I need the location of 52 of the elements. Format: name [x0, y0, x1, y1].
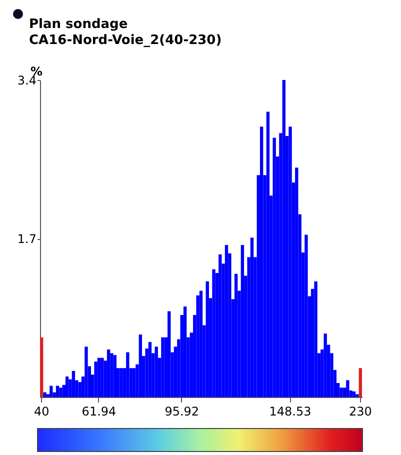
chart-subtitle: CA16-Nord-Voie_2(40-230) [29, 33, 222, 48]
bar [120, 368, 123, 397]
bar [106, 349, 110, 397]
bar [72, 370, 76, 397]
bar [154, 346, 158, 397]
x-tick-label: 95.92 [164, 404, 200, 418]
bar [206, 281, 209, 397]
x-tick-label: 148.53 [269, 404, 312, 418]
bar [43, 392, 46, 397]
bar [56, 386, 60, 397]
bar [66, 376, 69, 397]
x-tick-label: 230 [348, 404, 372, 418]
bar [272, 138, 276, 397]
bar [260, 126, 264, 397]
bar [282, 80, 286, 397]
bar [212, 269, 216, 397]
bar [148, 342, 152, 397]
bar [132, 368, 136, 397]
bar [84, 346, 88, 397]
bar [97, 358, 101, 397]
bar [266, 112, 270, 397]
bar [59, 388, 62, 397]
bar [113, 355, 117, 397]
bar [40, 337, 44, 397]
bar [352, 391, 356, 397]
bar [199, 290, 203, 397]
bar [218, 254, 222, 397]
bar [50, 386, 53, 397]
bar [240, 245, 244, 397]
bar [110, 353, 114, 397]
bar [168, 311, 171, 397]
bar [94, 362, 98, 397]
bar [288, 126, 292, 397]
bar [304, 234, 308, 397]
x-tick-label: 40 [34, 404, 50, 418]
bar [100, 358, 104, 397]
bar [324, 334, 327, 397]
bar [250, 238, 254, 397]
bar [138, 334, 142, 397]
bar [295, 168, 298, 397]
bar [234, 274, 238, 397]
y-tick-label: 1.7 [17, 232, 36, 246]
bar [224, 245, 228, 397]
bar [126, 352, 130, 397]
bar [356, 394, 359, 397]
bar [346, 380, 350, 397]
bar [358, 368, 362, 397]
bar [161, 337, 164, 397]
x-tick-label: 61.94 [82, 404, 116, 418]
chart-title: Plan sondage [29, 17, 128, 32]
bar [183, 306, 187, 397]
bar [314, 281, 318, 397]
